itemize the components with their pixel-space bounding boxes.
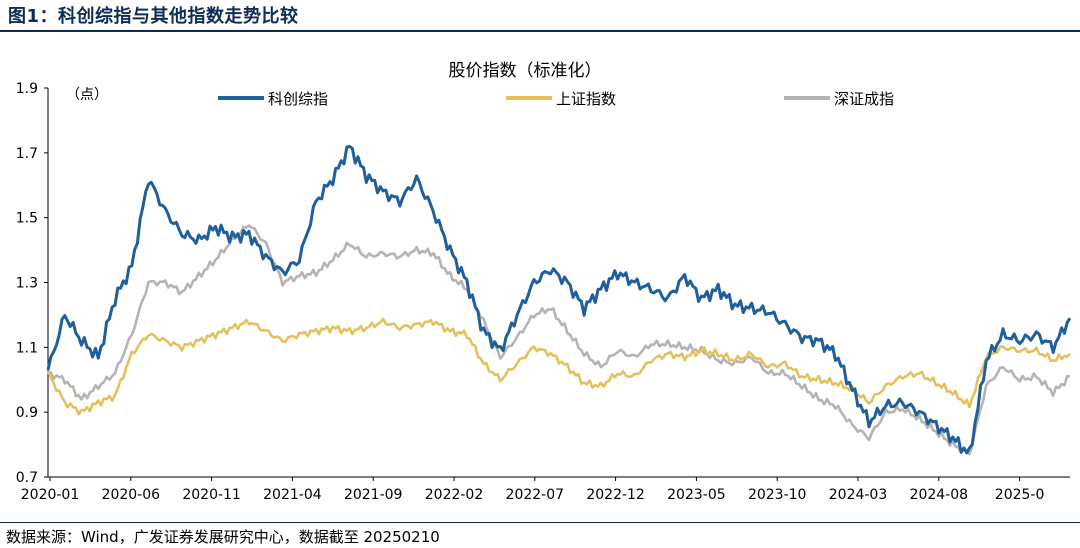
y-axis-unit-label: （点） [66,87,108,103]
series-line-2 [47,224,1071,456]
source-note: 数据来源：Wind，广发证券发展研究中心，数据截至 20250210 [6,528,440,546]
y-tick-label: 1.1 [16,340,38,356]
x-tick-label: 2021-09 [344,487,403,503]
x-tick-label: 2024-03 [829,487,888,503]
x-tick-label: 2022-07 [506,487,565,503]
x-tick-label: 2022-02 [425,487,484,503]
x-tick-label: 2021-04 [263,487,322,503]
source-rule [0,522,1080,523]
x-tick-label: 2024-08 [910,487,969,503]
legend-label: 科创综指 [268,90,328,108]
chart-title: 股价指数（标准化） [449,61,602,81]
legend: 科创综指 上证指数 深证成指 [218,90,894,108]
legend-label: 上证指数 [556,90,616,108]
series-lines [46,145,1072,456]
series-line-1 [46,317,1071,416]
figure-title: 图1：科创综指与其他指数走势比较 [8,6,299,27]
x-tick-label: 2020-01 [21,487,80,503]
x-tick-label: 2023-05 [667,487,726,503]
y-tick-label: 1.9 [16,81,38,97]
y-tick-label: 1.7 [16,146,38,162]
x-tick-label: 2020-11 [182,487,241,503]
x-tick-label: 2020-06 [102,487,161,503]
series-line-0 [46,145,1072,455]
legend-label: 深证成指 [834,90,894,108]
y-tick-label: 1.3 [16,276,38,292]
x-tick-label: 2023-10 [748,487,807,503]
y-axis: 1.9 1.7 1.5 1.3 1.1 0.9 0.7 [16,81,49,486]
y-tick-label: 1.5 [16,211,38,227]
x-tick-label: 2022-12 [586,487,645,503]
y-tick-label: 0.7 [16,470,38,486]
title-rule [0,30,1080,32]
y-tick-label: 0.9 [16,405,38,421]
x-axis: 2020-01 2020-06 2020-11 2021-04 2021-09 2022-… [21,476,1070,503]
x-tick-label: 2025-0 [995,487,1045,503]
